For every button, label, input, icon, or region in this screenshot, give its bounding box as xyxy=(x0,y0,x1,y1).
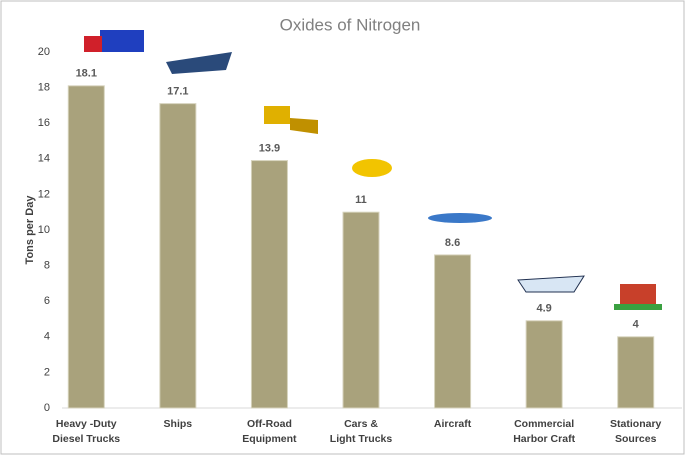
y-axis-label: Tons per Day xyxy=(24,195,36,265)
y-tick-label: 6 xyxy=(44,295,50,307)
x-tick-label: Aircraft xyxy=(434,418,472,430)
car-icon xyxy=(352,159,392,177)
bar xyxy=(526,321,562,408)
page: Oxides of Nitrogen Tons per Day 0 2 4 6 8 10 1… xyxy=(0,0,685,455)
y-tick-label: 20 xyxy=(38,46,50,58)
factory-icon xyxy=(620,284,656,304)
value-label: 4.9 xyxy=(536,303,551,315)
y-tick-label: 12 xyxy=(38,188,50,200)
y-tick-label: 16 xyxy=(38,117,50,129)
y-tick-label: 14 xyxy=(38,153,50,165)
y-tick-label: 10 xyxy=(38,224,50,236)
chart-title: Oxides of Nitrogen xyxy=(280,15,421,34)
y-tick-label: 2 xyxy=(44,366,50,378)
bar xyxy=(435,255,471,408)
bar xyxy=(343,212,379,408)
value-label: 18.1 xyxy=(76,68,97,80)
dozer-icon xyxy=(264,106,290,124)
value-label: 8.6 xyxy=(445,237,460,249)
bar xyxy=(68,86,104,408)
plane-icon xyxy=(428,213,492,223)
value-label: 4 xyxy=(633,319,640,331)
truck-icon xyxy=(100,30,144,52)
y-tick-label: 0 xyxy=(44,402,50,414)
value-label: 11 xyxy=(355,194,367,206)
factory-icon xyxy=(614,304,662,310)
x-tick-label: Ships xyxy=(164,418,193,430)
truck-icon xyxy=(84,36,102,52)
value-label: 13.9 xyxy=(259,142,280,154)
bar xyxy=(251,161,287,408)
value-label: 17.1 xyxy=(167,86,188,98)
chart: Oxides of Nitrogen Tons per Day 0 2 4 6 8 10 1… xyxy=(0,0,685,455)
y-tick-label: 4 xyxy=(44,331,50,343)
y-tick-label: 8 xyxy=(44,260,50,272)
bar xyxy=(160,104,196,408)
y-tick-label: 18 xyxy=(38,82,50,94)
bar xyxy=(618,337,654,408)
